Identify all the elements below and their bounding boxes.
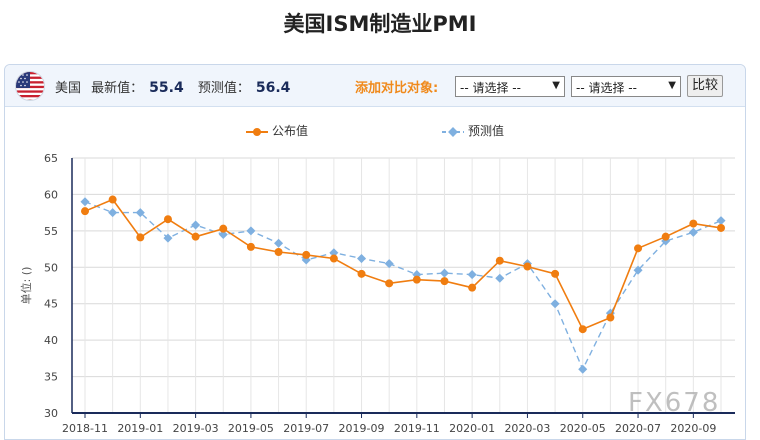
x-tick-label: 2020-01 bbox=[449, 422, 495, 435]
y-tick-label: 35 bbox=[44, 371, 58, 384]
y-axis-label: 单位: () bbox=[19, 267, 33, 305]
latest-value: 55.4 bbox=[149, 80, 184, 96]
data-point-actual bbox=[661, 232, 670, 241]
data-point-actual bbox=[385, 279, 394, 288]
data-point-actual bbox=[357, 269, 366, 278]
data-point-actual bbox=[163, 215, 172, 224]
data-point-actual bbox=[495, 256, 504, 265]
data-point-actual bbox=[468, 283, 477, 292]
compare-select-1[interactable]: -- 请选择 -- ▼ bbox=[455, 76, 565, 97]
legend-item-actual[interactable]: 公布值 bbox=[246, 122, 308, 139]
chevron-down-icon: ▼ bbox=[552, 80, 560, 91]
data-point-forecast bbox=[688, 227, 698, 237]
data-point-forecast bbox=[633, 265, 643, 275]
compare-select-2[interactable]: -- 请选择 -- ▼ bbox=[571, 76, 681, 97]
compare-label: 添加对比对象: bbox=[355, 81, 439, 96]
x-tick-label: 2018-11 bbox=[62, 422, 108, 435]
data-point-actual bbox=[191, 232, 200, 241]
data-point-forecast bbox=[135, 208, 145, 218]
x-tick-label: 2020-07 bbox=[615, 422, 661, 435]
data-point-forecast bbox=[274, 238, 284, 248]
forecast-value: 56.4 bbox=[255, 80, 291, 96]
data-point-actual bbox=[578, 325, 587, 334]
data-point-actual bbox=[689, 219, 698, 228]
data-point-actual bbox=[412, 275, 421, 284]
legend-forecast-label: 预测值 bbox=[468, 124, 505, 138]
x-tick-label: 2019-01 bbox=[117, 422, 163, 435]
compare-select-2-value: -- 请选择 -- bbox=[576, 81, 637, 95]
data-point-actual bbox=[634, 244, 643, 253]
data-point-actual bbox=[136, 233, 145, 242]
compare-button[interactable]: 比较 bbox=[687, 75, 723, 97]
us-flag-icon bbox=[15, 71, 45, 101]
forecast-label: 预测值： bbox=[197, 81, 250, 96]
data-point-actual bbox=[108, 195, 117, 204]
x-tick-label: 2019-09 bbox=[339, 422, 385, 435]
data-point-actual bbox=[219, 224, 228, 233]
country-label: 美国 bbox=[55, 81, 82, 96]
data-point-forecast bbox=[80, 197, 90, 207]
x-tick-label: 2020-09 bbox=[670, 422, 716, 435]
data-point-forecast bbox=[495, 273, 505, 283]
y-tick-label: 65 bbox=[44, 152, 58, 165]
data-point-forecast bbox=[218, 229, 228, 240]
data-point-forecast bbox=[356, 254, 367, 264]
data-point-actual bbox=[81, 207, 89, 216]
data-point-actual bbox=[523, 262, 532, 271]
data-point-forecast bbox=[439, 268, 450, 278]
y-tick-label: 55 bbox=[44, 225, 58, 238]
data-point-forecast bbox=[716, 216, 726, 226]
x-tick-label: 2019-07 bbox=[283, 422, 329, 435]
data-point-actual bbox=[302, 250, 311, 259]
latest-label: 最新值： bbox=[91, 81, 144, 96]
toolbar: 美国 最新值： 55.4 预测值： 56.4 添加对比对象: -- 请选择 -- ▼… bbox=[5, 65, 745, 107]
series-line-actual bbox=[84, 198, 722, 331]
legend-forecast-marker-icon bbox=[442, 126, 464, 137]
data-point-forecast bbox=[550, 299, 560, 309]
data-point-forecast bbox=[467, 270, 477, 280]
data-point-forecast bbox=[578, 364, 588, 374]
page-title: 美国ISM制造业PMI bbox=[283, 12, 477, 36]
data-point-forecast bbox=[108, 208, 118, 218]
legend-item-forecast[interactable]: 预测值 bbox=[442, 122, 504, 139]
legend-actual-marker-icon bbox=[246, 127, 268, 136]
data-point-actual bbox=[440, 277, 449, 286]
latest-info: 美国 最新值： 55.4 预测值： 56.4 bbox=[55, 77, 300, 96]
y-tick-label: 50 bbox=[44, 261, 58, 274]
y-tick-label: 60 bbox=[44, 188, 58, 201]
x-tick-label: 2020-03 bbox=[504, 422, 550, 435]
data-point-actual bbox=[329, 254, 338, 263]
watermark: FX678 bbox=[628, 388, 721, 418]
compare-select-1-value: -- 请选择 -- bbox=[460, 81, 521, 95]
x-tick-label: 2019-11 bbox=[394, 422, 440, 435]
data-point-actual bbox=[246, 242, 255, 251]
data-point-actual bbox=[551, 269, 560, 278]
y-tick-label: 40 bbox=[44, 334, 58, 347]
chart-legend: 公布值 预测值 bbox=[0, 122, 760, 140]
data-point-actual bbox=[274, 247, 283, 256]
data-point-actual bbox=[606, 313, 615, 322]
data-point-forecast bbox=[191, 220, 201, 230]
chart-panel: 美国 最新值： 55.4 预测值： 56.4 添加对比对象: -- 请选择 -- ▼… bbox=[4, 64, 746, 440]
x-tick-label: 2019-05 bbox=[228, 422, 274, 435]
legend-actual-label: 公布值 bbox=[272, 124, 309, 138]
y-tick-label: 30 bbox=[44, 407, 58, 420]
data-point-forecast bbox=[246, 226, 256, 236]
x-tick-label: 2019-03 bbox=[173, 422, 219, 435]
data-point-actual bbox=[717, 223, 725, 232]
x-tick-label: 2020-05 bbox=[560, 422, 606, 435]
y-tick-label: 45 bbox=[44, 298, 58, 311]
chevron-down-icon: ▼ bbox=[668, 80, 676, 91]
